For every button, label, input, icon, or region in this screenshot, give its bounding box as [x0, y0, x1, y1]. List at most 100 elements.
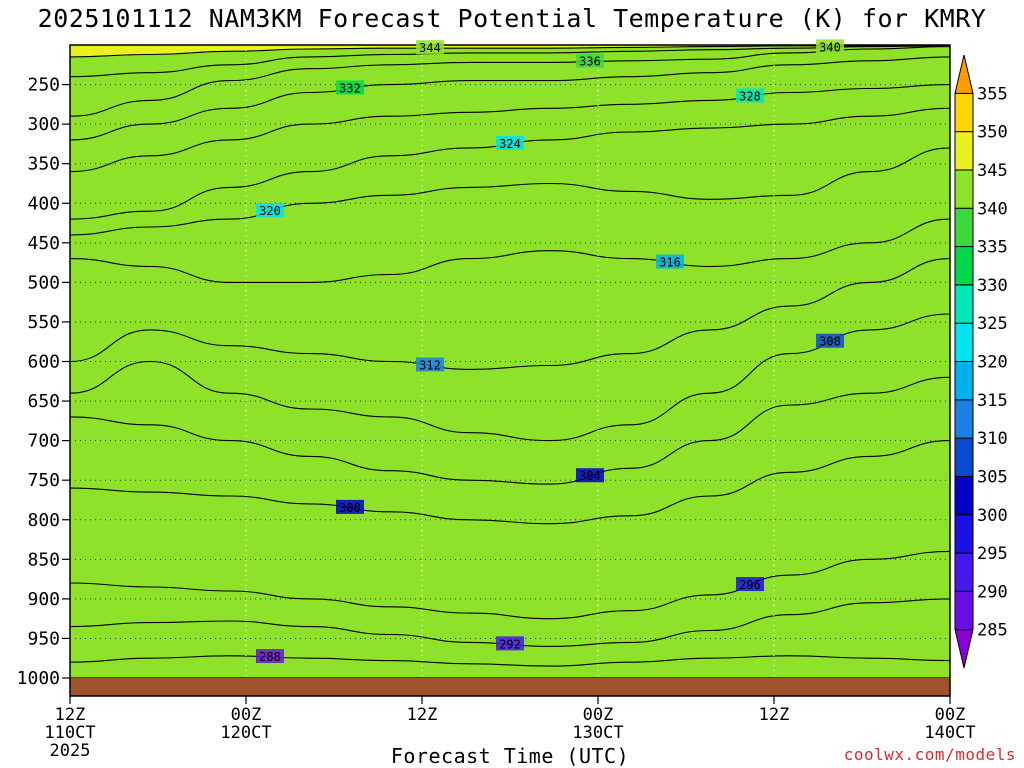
chart-title: 2025101112 NAM3KM Forecast Potential Tem…: [37, 4, 987, 33]
colorbar-segment-320: [954, 322, 974, 362]
y-tick-label-550: 550: [27, 312, 60, 333]
colorbar-label-325: 325: [977, 314, 1008, 334]
isentrope-304: [70, 376, 950, 485]
colorbar-segment-285: [954, 590, 974, 631]
isentrope-332: [70, 56, 950, 141]
y-tick-label-600: 600: [27, 352, 60, 373]
plot-frame: [69, 44, 951, 697]
contour-label-bg: [816, 39, 844, 54]
isentrope-328: [70, 84, 950, 173]
colorbar-segment-330: [954, 246, 974, 286]
y-axis: 250 300 350 400 450 500 550 600 650 700 750 800 850 9…: [17, 75, 70, 689]
contour-label-bg: [576, 468, 604, 483]
contour-label-336: 336: [579, 55, 601, 69]
colorbar: 285 290 295 300 305 310 315 320 325 330 335 340 345 3…: [954, 54, 1008, 669]
contour-label-bg: [336, 80, 364, 95]
x-tick-label-36-2: 130CT: [572, 723, 623, 743]
contour-label-316: 316: [659, 256, 681, 270]
contour-label-bg: [336, 499, 364, 514]
y-tick-label-350: 350: [27, 154, 60, 175]
y-tick-label-450: 450: [27, 233, 60, 254]
contour-label-312: 312: [419, 358, 441, 372]
contour-labels: 288 292 296 300 304 308 312 316 320 324 328 332 336 3…: [256, 39, 844, 664]
colorbar-label-290: 290: [977, 582, 1008, 602]
contour-label-292: 292: [499, 637, 521, 651]
y-tick-label-300: 300: [27, 114, 60, 135]
colorbar-segment-305: [954, 437, 974, 477]
colorbar-label-305: 305: [977, 467, 1008, 487]
colorbar-label-315: 315: [977, 391, 1008, 411]
isentrope-344: [70, 45, 950, 58]
isentrope-336: [70, 46, 950, 117]
x-tick-label-60-2: 140CT: [924, 723, 975, 743]
x-axis-title: Forecast Time (UTC): [390, 744, 630, 768]
y-tick-label-400: 400: [27, 193, 60, 214]
contour-label-bg: [816, 333, 844, 348]
contour-label-344: 344: [419, 41, 441, 55]
colorbar-label-350: 350: [977, 123, 1008, 143]
contour-label-bg: [496, 135, 524, 150]
colorbar-label-320: 320: [977, 353, 1008, 373]
x-tick-label-12-2: 120CT: [220, 723, 271, 743]
contour-label-bg: [416, 40, 444, 55]
colorbar-segment-325: [954, 284, 974, 324]
colorbar-segment-310: [954, 399, 974, 439]
y-tick-label-250: 250: [27, 75, 60, 96]
x-tick-label-0-2: 110CT: [44, 723, 95, 743]
colorbar-label-340: 340: [977, 199, 1008, 219]
colorbar-label-300: 300: [977, 506, 1008, 526]
contour-label-bg: [496, 636, 524, 651]
y-tick-label-700: 700: [27, 431, 60, 452]
contour-label-bg: [576, 53, 604, 68]
contour-label-332: 332: [339, 82, 361, 96]
colorbar-segment-350: [954, 92, 974, 133]
contour-label-296: 296: [739, 578, 761, 592]
credit-text: coolwx.com/models: [843, 745, 1016, 764]
colorbar-segment-290: [954, 552, 974, 592]
x-tick-label-48-1: 12Z: [759, 705, 790, 725]
colorbar-label-355: 355: [977, 84, 1008, 104]
contour-label-320: 320: [259, 204, 281, 218]
ground-band: [70, 678, 950, 696]
y-tick-label-800: 800: [27, 510, 60, 531]
y-tick-label-750: 750: [27, 470, 60, 491]
colorbar-segment-315: [954, 361, 974, 401]
isentrope-316: [70, 218, 950, 283]
x-tick-label-0-1: 12Z: [55, 705, 86, 725]
contour-label-bg: [656, 254, 684, 269]
y-tick-label-950: 950: [27, 628, 60, 649]
colorbar-segment-295: [954, 514, 974, 554]
contour-label-bg: [256, 203, 284, 218]
x-tick-label-60-1: 00Z: [935, 705, 966, 725]
isentrope-340: [70, 45, 950, 78]
x-tick-label-12-1: 00Z: [231, 705, 262, 725]
colorbar-segment-high: [954, 54, 974, 94]
contour-label-bg: [416, 357, 444, 372]
contour-label-bg: [256, 649, 284, 664]
contour-label-304: 304: [579, 469, 601, 483]
contour-label-bg: [736, 88, 764, 103]
colorbar-segment-low: [954, 629, 974, 669]
colorbar-label-295: 295: [977, 544, 1008, 564]
contour-label-288: 288: [259, 650, 281, 664]
isentrope-288: [70, 655, 950, 667]
x-tick-label-0-3: 2025: [50, 741, 91, 761]
isentrope-312: [70, 258, 950, 370]
y-tick-label-650: 650: [27, 391, 60, 412]
contour-label-328: 328: [739, 89, 761, 103]
isentrope-contours: [70, 45, 950, 667]
x-tick-label-36-1: 00Z: [583, 705, 614, 725]
contour-label-300: 300: [339, 501, 361, 515]
colorbar-label-285: 285: [977, 621, 1008, 641]
isentrope-296: [70, 550, 950, 620]
isentrope-300: [70, 440, 950, 525]
colorbar-segment-300: [954, 475, 974, 516]
isentrope-308: [70, 313, 950, 442]
contour-label-340: 340: [819, 40, 841, 54]
x-tick-label-24-1: 12Z: [407, 705, 438, 725]
y-tick-label-500: 500: [27, 272, 60, 293]
colorbar-segment-340: [954, 169, 974, 209]
colorbar-label-345: 345: [977, 161, 1008, 181]
